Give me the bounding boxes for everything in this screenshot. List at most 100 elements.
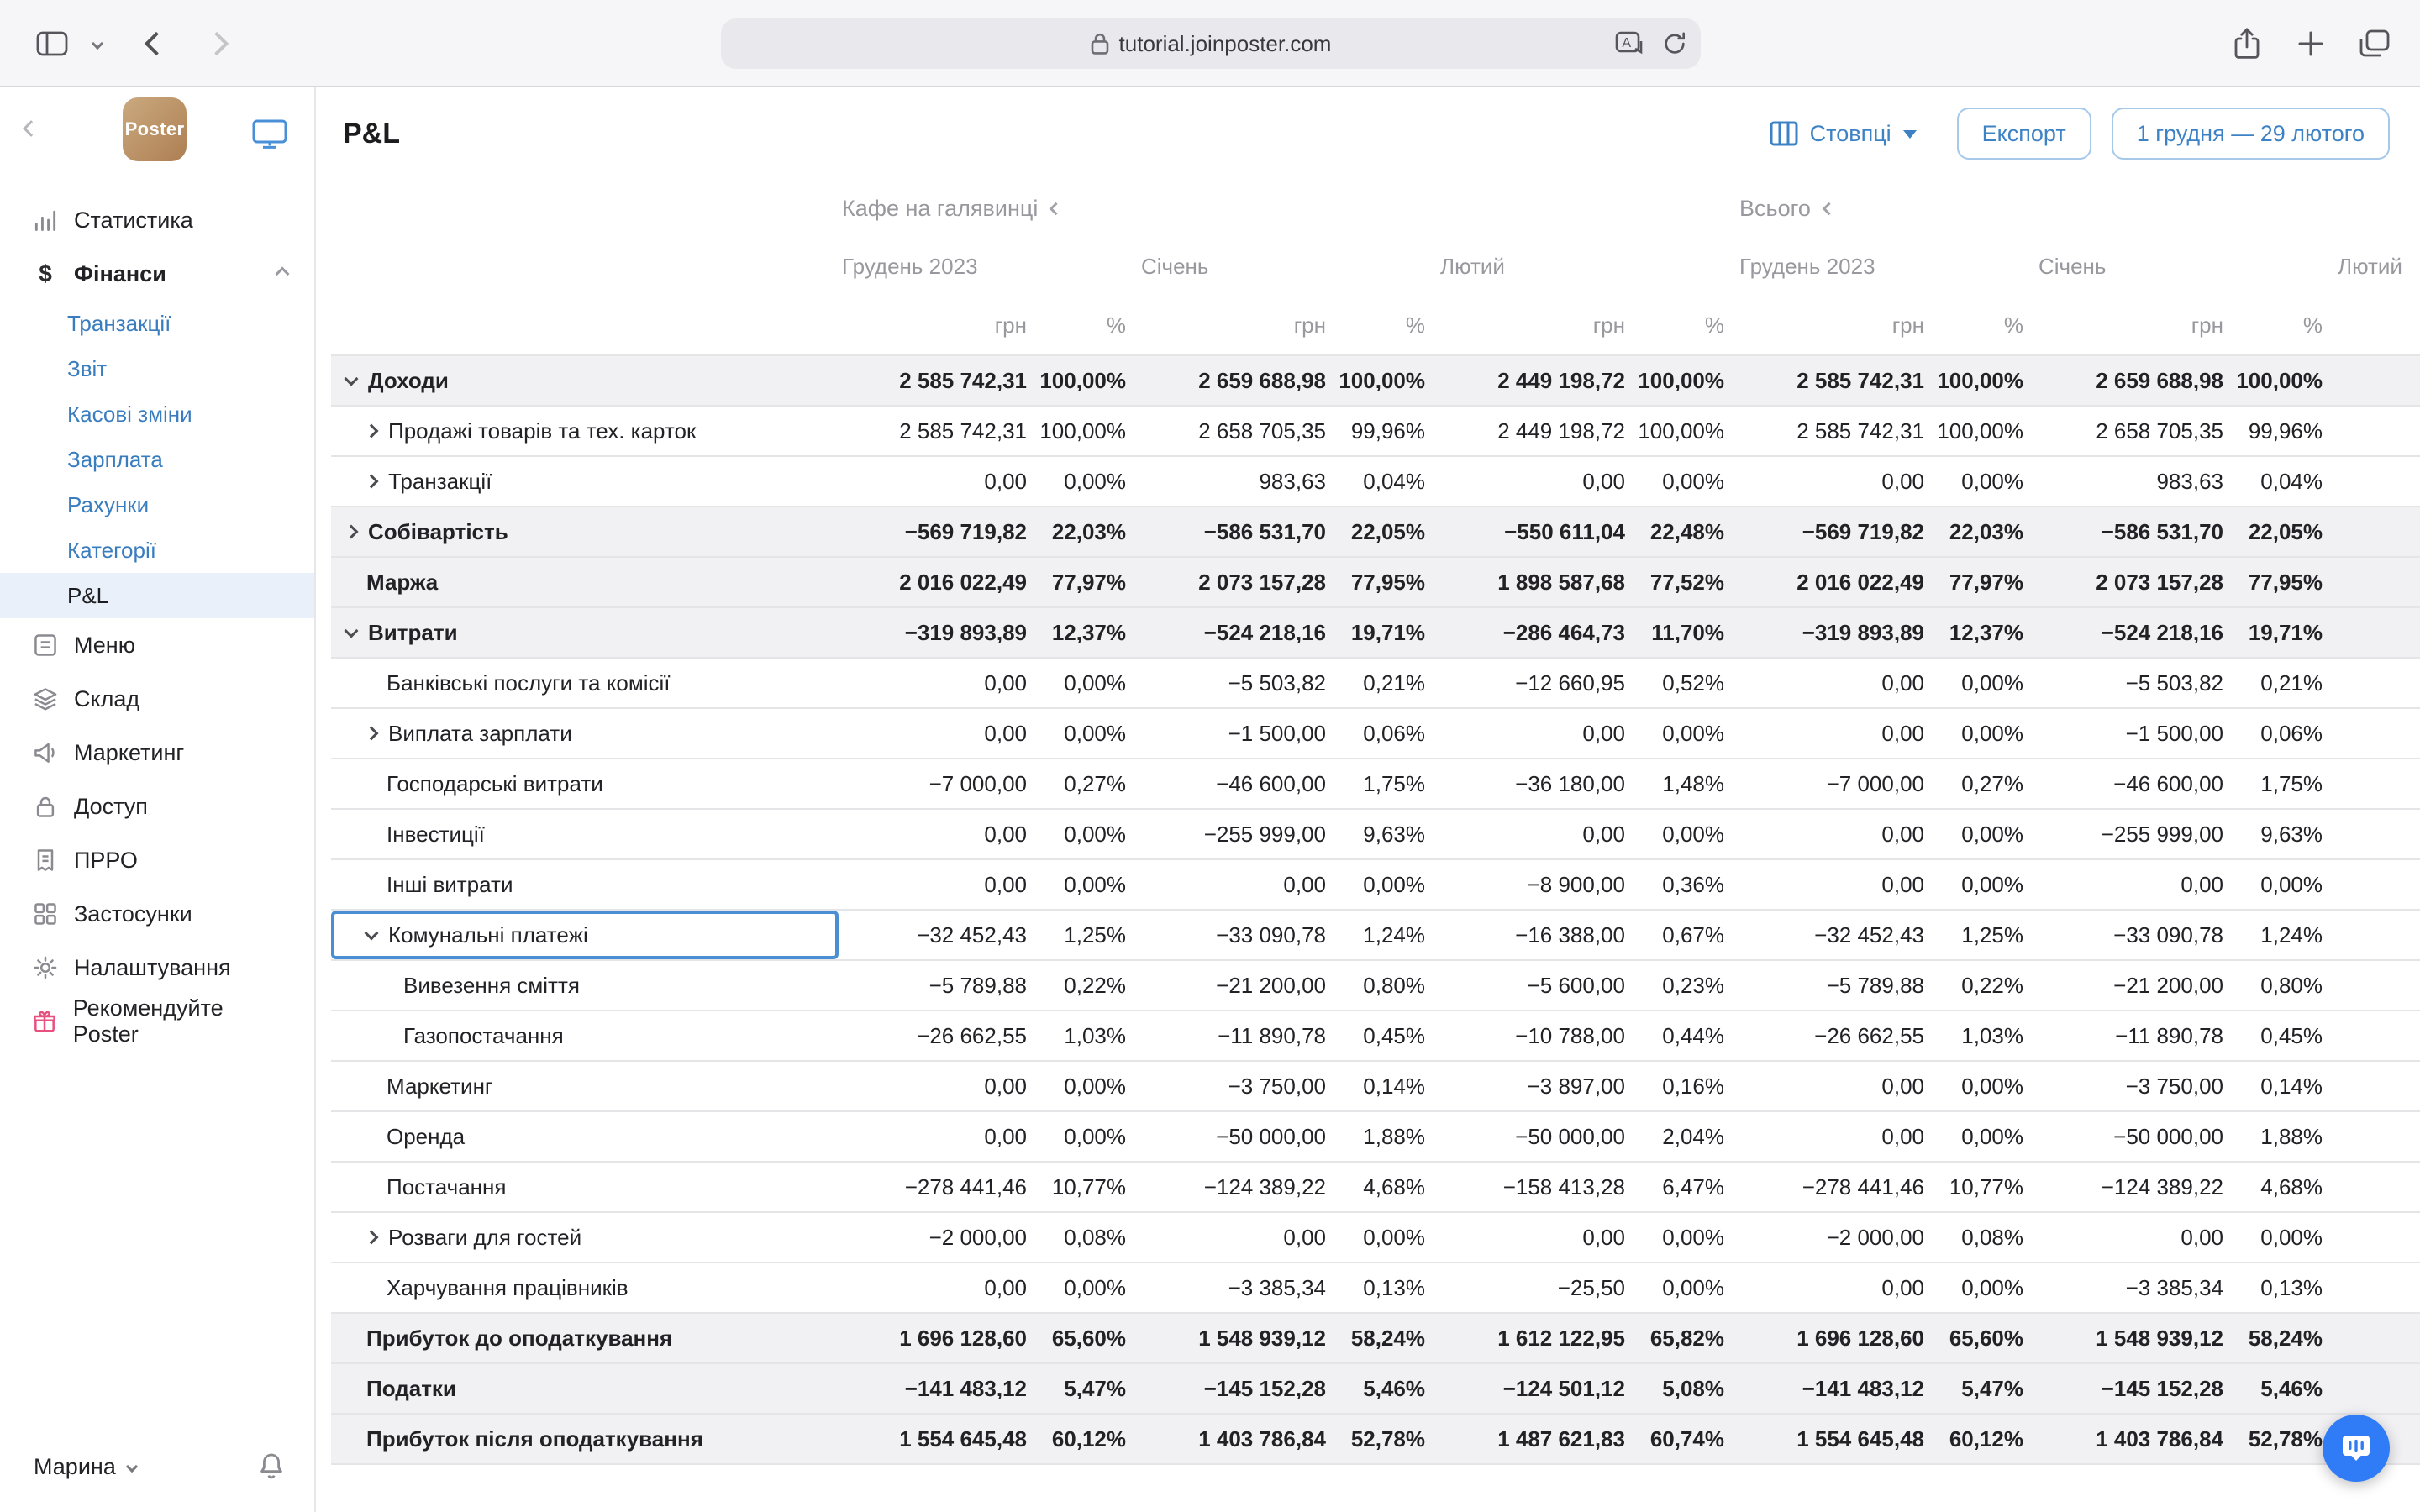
sidebar-item-prro[interactable]: ПРРО bbox=[0, 833, 314, 887]
sidebar-item-pnl[interactable]: P&L bbox=[0, 573, 314, 618]
notifications-bell-icon[interactable] bbox=[257, 1452, 286, 1482]
date-range-button[interactable]: 1 грудня — 29 лютого bbox=[2112, 108, 2390, 160]
column-group-total: Всього bbox=[1736, 196, 2420, 222]
row-label-cell[interactable]: Вивезення сміття bbox=[331, 961, 839, 1010]
sidebar-item-apps[interactable]: Застосунки bbox=[0, 887, 314, 941]
table-row[interactable]: Оренда0,000,00%−50 000,001,88%−50 000,00… bbox=[331, 1112, 2420, 1163]
sidebar-item-accounts[interactable]: Рахунки bbox=[0, 482, 314, 528]
table-row[interactable]: Транзакції0,000,00%983,630,04%0,000,00%0… bbox=[331, 457, 2420, 507]
sidebar-item-stock[interactable]: Склад bbox=[0, 672, 314, 726]
table-row[interactable]: Податки−141 483,125,47%−145 152,285,46%−… bbox=[331, 1364, 2420, 1415]
row-label-cell[interactable]: Прибуток до оподаткування bbox=[331, 1314, 839, 1362]
sidebar-item-menu[interactable]: Меню bbox=[0, 618, 314, 672]
row-label-cell[interactable]: Собівартість bbox=[331, 507, 839, 556]
row-label-cell[interactable]: Харчування працівників bbox=[331, 1263, 839, 1312]
row-label-cell[interactable]: Податки bbox=[331, 1364, 839, 1413]
row-label-cell[interactable]: Господарські витрати bbox=[331, 759, 839, 808]
row-label-cell[interactable]: Транзакції bbox=[331, 457, 839, 506]
row-chevron-down-icon[interactable] bbox=[365, 927, 379, 941]
table-row[interactable]: Постачання−278 441,4610,77%−124 389,224,… bbox=[331, 1163, 2420, 1213]
table-row[interactable]: Прибуток після оподаткування1 554 645,48… bbox=[331, 1415, 2420, 1465]
table-row[interactable]: Розваги для гостей−2 000,000,08%0,000,00… bbox=[331, 1213, 2420, 1263]
collapse-sidebar-icon[interactable] bbox=[23, 120, 39, 137]
address-bar[interactable]: tutorial.joinposter.com A bbox=[721, 18, 1701, 69]
cell-value: 0,06% bbox=[1338, 721, 1437, 747]
row-chevron-right-icon[interactable] bbox=[365, 424, 379, 438]
table-row[interactable]: Доходи2 585 742,31100,00%2 659 688,98100… bbox=[331, 356, 2420, 407]
cell-value: 0,00 bbox=[1437, 1225, 1637, 1251]
cell-value: −1 500,00 bbox=[2035, 721, 2235, 747]
sidebar-item-settings[interactable]: Налаштування bbox=[0, 941, 314, 995]
forward-button[interactable] bbox=[202, 0, 232, 87]
row-label-cell[interactable]: Інші витрати bbox=[331, 860, 839, 909]
tabs-overview-icon[interactable] bbox=[2358, 0, 2391, 87]
table-row[interactable]: Маржа2 016 022,4977,97%2 073 157,2877,95… bbox=[331, 558, 2420, 608]
poster-logo[interactable]: Poster bbox=[123, 97, 187, 161]
row-label-cell[interactable]: Банківські послуги та комісії bbox=[331, 659, 839, 707]
row-label-cell[interactable]: Розваги для гостей bbox=[331, 1213, 839, 1262]
table-row[interactable]: Витрати−319 893,8912,37%−524 218,1619,71… bbox=[331, 608, 2420, 659]
row-chevron-right-icon[interactable] bbox=[345, 525, 359, 539]
row-label-cell[interactable]: Маржа bbox=[331, 558, 839, 606]
new-tab-icon[interactable] bbox=[2296, 0, 2326, 87]
row-label-cell[interactable]: Маркетинг bbox=[331, 1062, 839, 1110]
export-button[interactable]: Експорт bbox=[1957, 108, 2091, 160]
share-icon[interactable] bbox=[2230, 0, 2264, 87]
sidebar-item-cash-shifts[interactable]: Касові зміни bbox=[0, 391, 314, 437]
row-chevron-down-icon[interactable] bbox=[345, 372, 359, 386]
row-label-cell[interactable]: Доходи bbox=[331, 356, 839, 405]
sidebar-item-finance[interactable]: $Фінанси bbox=[0, 247, 314, 301]
row-chevron-right-icon[interactable] bbox=[365, 727, 379, 741]
table-row[interactable]: Вивезення сміття−5 789,880,22%−21 200,00… bbox=[331, 961, 2420, 1011]
tab-group-chevron-icon[interactable] bbox=[87, 0, 108, 87]
chevron-down-icon bbox=[126, 1461, 138, 1473]
sidebar-item-recommend[interactable]: Рекомендуйте Poster bbox=[0, 995, 314, 1048]
row-label-cell[interactable]: Виплата зарплати bbox=[331, 709, 839, 758]
row-chevron-down-icon[interactable] bbox=[345, 624, 359, 638]
chat-widget-button[interactable] bbox=[2323, 1415, 2390, 1482]
table-row[interactable]: Інвестиції0,000,00%−255 999,009,63%0,000… bbox=[331, 810, 2420, 860]
columns-dropdown[interactable]: Стовпці bbox=[1770, 121, 1917, 147]
row-chevron-right-icon[interactable] bbox=[365, 475, 379, 489]
translate-icon[interactable]: A bbox=[1615, 31, 1645, 56]
cell-value: −12 660,95 bbox=[1437, 670, 1637, 696]
row-label-cell[interactable]: Постачання bbox=[331, 1163, 839, 1211]
cell-value: 100,00% bbox=[1637, 368, 1736, 394]
collapse-group-icon[interactable] bbox=[1823, 202, 1836, 215]
reload-icon[interactable] bbox=[1662, 31, 1687, 56]
row-label-cell[interactable]: Витрати bbox=[331, 608, 839, 657]
table-row[interactable]: Інші витрати0,000,00%0,000,00%−8 900,000… bbox=[331, 860, 2420, 911]
terminal-icon[interactable] bbox=[252, 119, 287, 150]
sidebar-item-transactions[interactable]: Транзакції bbox=[0, 301, 314, 346]
row-label-cell[interactable]: Продажі товарів та тех. карток bbox=[331, 407, 839, 455]
row-label-cell[interactable]: Газопостачання bbox=[331, 1011, 839, 1060]
table-row[interactable]: Господарські витрати−7 000,000,27%−46 60… bbox=[331, 759, 2420, 810]
table-row[interactable]: Виплата зарплати0,000,00%−1 500,000,06%0… bbox=[331, 709, 2420, 759]
table-row[interactable]: Банківські послуги та комісії0,000,00%−5… bbox=[331, 659, 2420, 709]
sidebar-toggle-icon[interactable] bbox=[34, 0, 71, 87]
row-chevron-right-icon[interactable] bbox=[365, 1231, 379, 1245]
collapse-group-icon[interactable] bbox=[1050, 202, 1063, 215]
table-row[interactable]: Харчування працівників0,000,00%−3 385,34… bbox=[331, 1263, 2420, 1314]
sidebar-item-access[interactable]: Доступ bbox=[0, 780, 314, 833]
sidebar-item-report[interactable]: Звіт bbox=[0, 346, 314, 391]
row-label-cell[interactable]: Комунальні платежі bbox=[331, 911, 839, 959]
sidebar-item-salary[interactable]: Зарплата bbox=[0, 437, 314, 482]
table-row[interactable]: Прибуток до оподаткування1 696 128,6065,… bbox=[331, 1314, 2420, 1364]
cell-value: 0,22% bbox=[1936, 973, 2035, 999]
row-label-cell[interactable]: Оренда bbox=[331, 1112, 839, 1161]
row-label-cell[interactable]: Прибуток після оподаткування bbox=[331, 1415, 839, 1463]
back-button[interactable] bbox=[141, 0, 171, 87]
sidebar-item-categories[interactable]: Категорії bbox=[0, 528, 314, 573]
table-row[interactable]: Маркетинг0,000,00%−3 750,000,14%−3 897,0… bbox=[331, 1062, 2420, 1112]
row-label-cell[interactable]: Інвестиції bbox=[331, 810, 839, 858]
table-row[interactable]: Продажі товарів та тех. карток2 585 742,… bbox=[331, 407, 2420, 457]
sidebar-item-statistics[interactable]: Статистика bbox=[0, 193, 314, 247]
table-row[interactable]: Газопостачання−26 662,551,03%−11 890,780… bbox=[331, 1011, 2420, 1062]
user-menu[interactable]: Марина bbox=[0, 1438, 314, 1495]
table-row[interactable]: Собівартість−569 719,8222,03%−586 531,70… bbox=[331, 507, 2420, 558]
row-label: Оренда bbox=[387, 1124, 465, 1150]
chevron-up-icon[interactable] bbox=[276, 267, 290, 281]
table-row[interactable]: Комунальні платежі−32 452,431,25%−33 090… bbox=[331, 911, 2420, 961]
sidebar-item-marketing[interactable]: Маркетинг bbox=[0, 726, 314, 780]
